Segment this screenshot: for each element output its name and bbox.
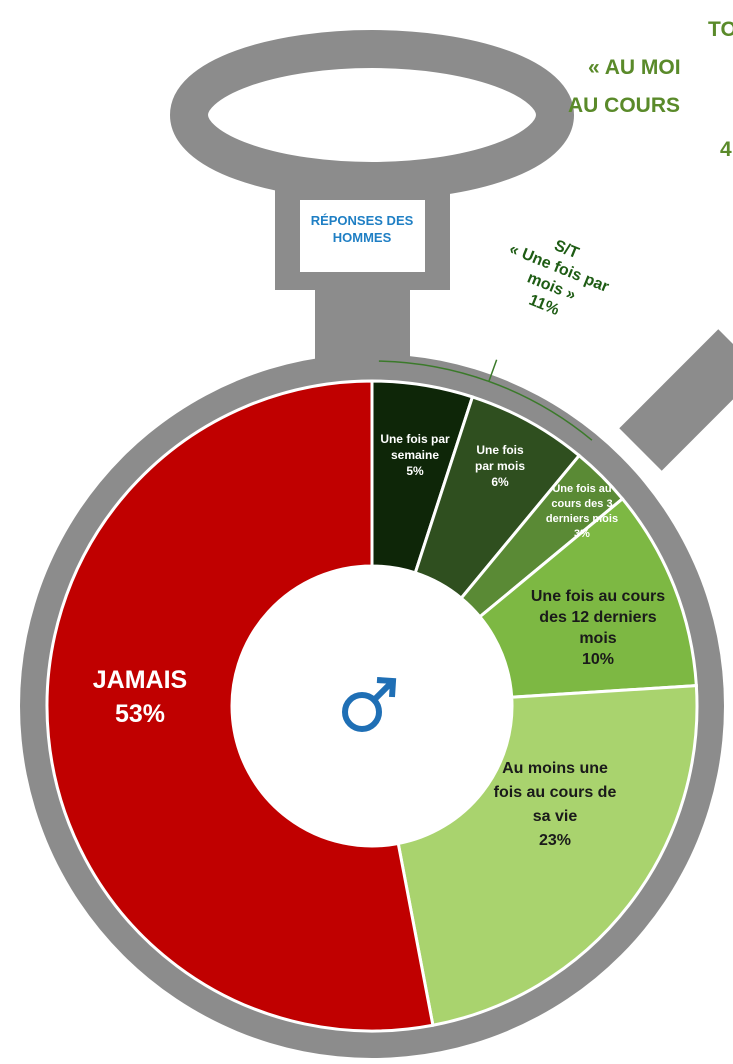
watch-loop xyxy=(170,30,574,200)
category: Une fois par mois xyxy=(474,443,525,473)
value-label: 23% xyxy=(538,832,572,849)
slice-label: Une fois au cours des 12 derniers mois 1… xyxy=(528,586,668,670)
slice-label: JAMAIS 53% xyxy=(60,663,220,731)
category: Au moins une fois au cours de sa vie xyxy=(493,760,617,825)
slice-label: Au moins une fois au cours de sa vie 23% xyxy=(490,757,620,853)
donut xyxy=(45,379,699,1033)
slice-label: Une fois par mois 6% xyxy=(467,442,533,490)
watch-button xyxy=(619,329,733,471)
title-line: 4 xyxy=(720,138,732,161)
value-label: 6% xyxy=(491,475,509,489)
category: Une fois par semaine xyxy=(380,432,450,462)
header: RÉPONSES DES HOMMES xyxy=(310,213,414,245)
value-label: 53% xyxy=(114,700,166,728)
slice-label: Une fois au cours des 3 derniers mois 3% xyxy=(539,482,625,542)
donut-hole xyxy=(232,566,512,846)
value-label: 5% xyxy=(406,464,424,478)
header-box xyxy=(300,200,425,272)
category: Une fois au cours des 12 derniers mois xyxy=(530,588,666,647)
subtotal-brace xyxy=(378,359,593,441)
watch-stem xyxy=(315,285,410,360)
title-line: AU COURS xyxy=(568,94,681,117)
category: JAMAIS xyxy=(92,666,188,694)
title-line: « AU MOI xyxy=(588,56,681,79)
value-label: 3% xyxy=(574,528,590,540)
title-line: TO xyxy=(708,18,733,41)
male-icon xyxy=(342,677,397,732)
slice-label: Une fois par semaine 5% xyxy=(376,431,454,479)
value-label: 10% xyxy=(581,651,615,668)
category: Une fois au cours des 3 derniers mois xyxy=(545,483,619,525)
